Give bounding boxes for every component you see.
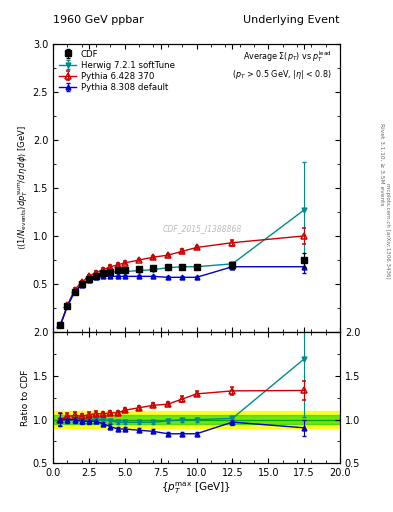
- Text: Underlying Event: Underlying Event: [243, 15, 340, 26]
- Text: CDF_2015_I1388868: CDF_2015_I1388868: [163, 224, 242, 233]
- Text: mcplots.cern.ch [arXiv:1306.3436]: mcplots.cern.ch [arXiv:1306.3436]: [385, 183, 390, 278]
- Text: 1960 GeV ppbar: 1960 GeV ppbar: [53, 15, 144, 26]
- X-axis label: $\{p_T^\mathrm{max}\ [\mathrm{GeV}]\}$: $\{p_T^\mathrm{max}\ [\mathrm{GeV}]\}$: [162, 481, 231, 497]
- Legend: CDF, Herwig 7.2.1 softTune, Pythia 6.428 370, Pythia 8.308 default: CDF, Herwig 7.2.1 softTune, Pythia 6.428…: [57, 48, 176, 94]
- Text: Rivet 3.1.10, ≥ 3.5M events: Rivet 3.1.10, ≥ 3.5M events: [380, 122, 384, 205]
- Text: Average $\Sigma(p_T)$ vs $p_T^\mathrm{lead}$
($p_T$ > 0.5 GeV, $|\eta|$ < 0.8): Average $\Sigma(p_T)$ vs $p_T^\mathrm{le…: [231, 49, 331, 81]
- Y-axis label: $\langle(1/N_\mathrm{events}) dp_T^\mathrm{sum}/d\eta\, d\phi\rangle$ [GeV]: $\langle(1/N_\mathrm{events}) dp_T^\math…: [17, 125, 30, 250]
- Y-axis label: Ratio to CDF: Ratio to CDF: [21, 370, 30, 426]
